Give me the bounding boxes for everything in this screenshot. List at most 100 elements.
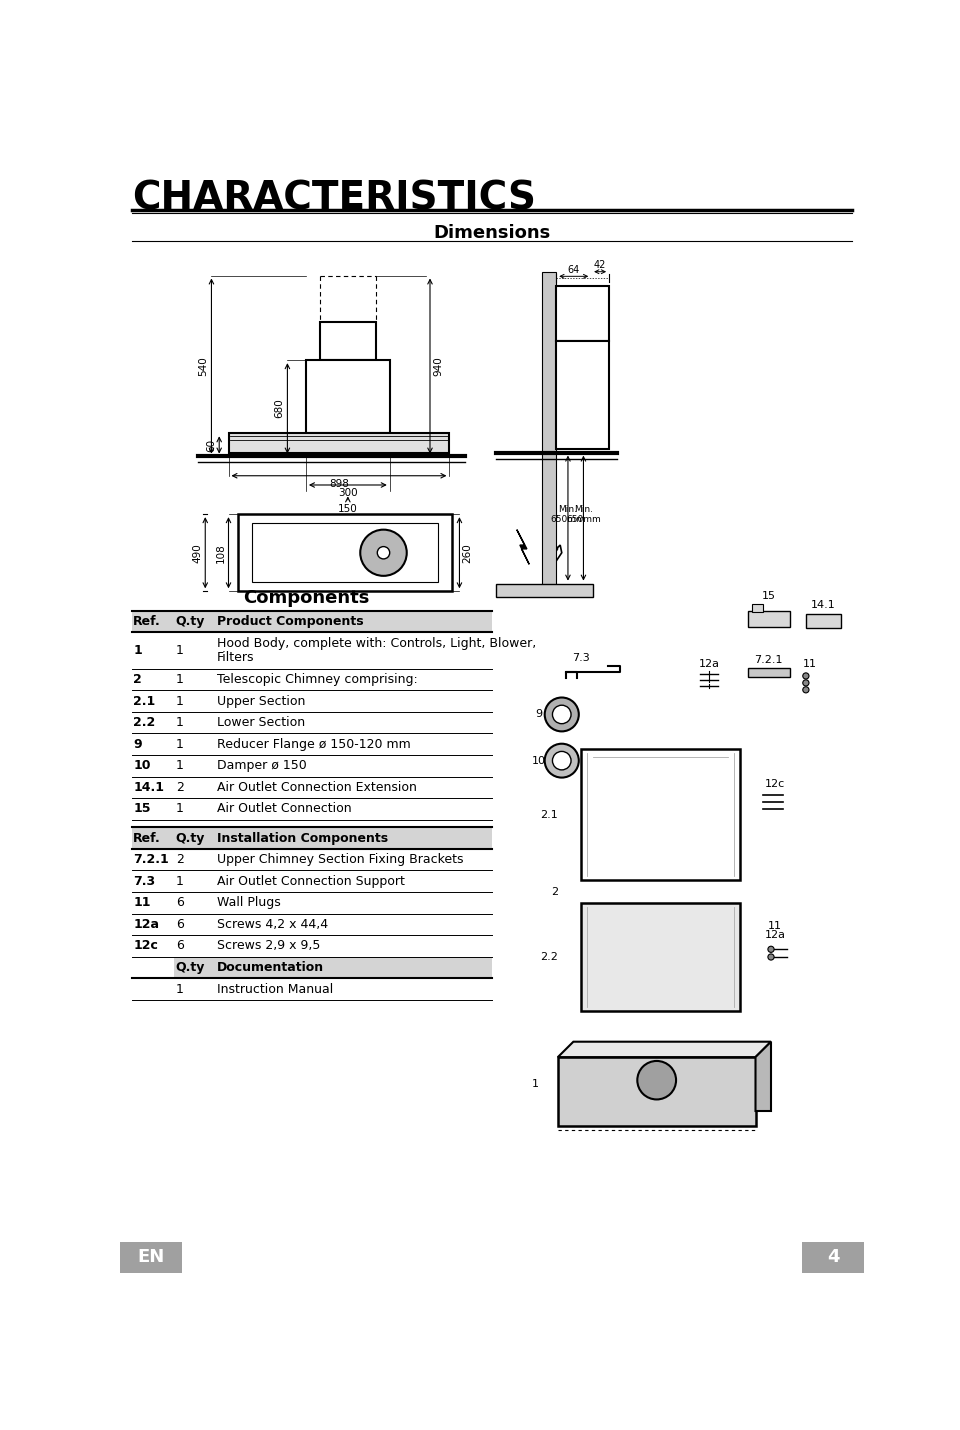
Text: 2: 2	[133, 674, 142, 686]
Text: 680: 680	[275, 399, 284, 418]
Bar	[581, 904, 740, 1011]
Bar	[306, 360, 390, 433]
Text: 2: 2	[551, 887, 558, 897]
Polygon shape	[756, 1041, 771, 1111]
Text: 1: 1	[133, 644, 142, 656]
Bar	[175, 957, 492, 978]
Circle shape	[803, 674, 809, 679]
Text: 14.1: 14.1	[810, 601, 835, 611]
Text: 300: 300	[338, 488, 358, 498]
Text: Installation Components: Installation Components	[217, 832, 388, 845]
Circle shape	[360, 529, 407, 576]
Circle shape	[544, 744, 579, 778]
Text: Documentation: Documentation	[217, 961, 324, 974]
Text: Wall Plugs: Wall Plugs	[217, 897, 280, 909]
Circle shape	[803, 679, 809, 686]
Text: 12c: 12c	[133, 940, 158, 952]
Text: 7.3: 7.3	[133, 875, 156, 888]
Text: 12a: 12a	[699, 659, 719, 669]
Text: 10: 10	[133, 759, 151, 772]
Bar	[320, 322, 375, 360]
Text: 1: 1	[176, 982, 183, 995]
Circle shape	[552, 705, 571, 724]
Bar	[557, 286, 609, 340]
Text: Filters: Filters	[217, 651, 254, 664]
Text: 2.1: 2.1	[133, 695, 156, 708]
Text: Hood Body, complete with: Controls, Light, Blower,: Hood Body, complete with: Controls, Ligh…	[217, 636, 536, 651]
Circle shape	[552, 751, 571, 769]
Text: 1: 1	[176, 695, 183, 708]
Bar	[558, 1057, 756, 1127]
Bar	[252, 523, 438, 582]
Text: Upper Section: Upper Section	[217, 695, 305, 708]
Text: 1: 1	[176, 738, 183, 751]
Text: 7.2.1: 7.2.1	[755, 655, 783, 665]
Text: 11: 11	[803, 659, 817, 669]
Text: 490: 490	[192, 543, 203, 562]
Text: 2.2: 2.2	[133, 716, 156, 729]
Text: 4: 4	[827, 1248, 839, 1267]
Text: Min.
650mm: Min. 650mm	[551, 505, 586, 523]
Bar	[805, 615, 841, 628]
Text: Min.
650mm: Min. 650mm	[566, 505, 601, 523]
Bar	[752, 605, 763, 612]
Text: Q.ty: Q.ty	[176, 961, 205, 974]
Text: 9: 9	[133, 738, 142, 751]
Text: Q.ty: Q.ty	[176, 615, 205, 628]
Text: 2: 2	[176, 854, 183, 867]
Circle shape	[637, 1061, 676, 1100]
Text: 14.1: 14.1	[133, 781, 164, 794]
Text: 15: 15	[133, 802, 151, 815]
Text: 9: 9	[535, 709, 542, 719]
Polygon shape	[516, 529, 529, 565]
Text: Dimensions: Dimensions	[433, 225, 551, 242]
Text: EN: EN	[137, 1248, 164, 1267]
Text: 2.2: 2.2	[540, 952, 558, 962]
Bar	[238, 515, 452, 591]
Text: Damper ø 150: Damper ø 150	[217, 759, 306, 772]
Bar	[496, 583, 592, 598]
Text: Components: Components	[243, 589, 370, 606]
Text: 540: 540	[199, 356, 208, 376]
Text: 260: 260	[463, 543, 472, 562]
Text: 64: 64	[567, 265, 580, 275]
Text: 2: 2	[176, 781, 183, 794]
Bar	[228, 433, 449, 453]
Text: 898: 898	[329, 479, 348, 489]
Text: Air Outlet Connection Extension: Air Outlet Connection Extension	[217, 781, 417, 794]
Text: Lower Section: Lower Section	[217, 716, 305, 729]
Text: 11: 11	[768, 921, 781, 931]
Bar	[132, 611, 492, 632]
Text: 1: 1	[176, 674, 183, 686]
Text: CHARACTERISTICS: CHARACTERISTICS	[132, 179, 536, 217]
Bar	[542, 272, 557, 591]
Bar	[748, 611, 790, 628]
Text: 6: 6	[176, 897, 183, 909]
Text: 7.3: 7.3	[572, 654, 590, 664]
Circle shape	[768, 954, 774, 960]
Text: Product Components: Product Components	[217, 615, 364, 628]
Text: 1: 1	[176, 716, 183, 729]
Bar	[581, 749, 740, 879]
Text: Instruction Manual: Instruction Manual	[217, 982, 333, 995]
Text: Upper Chimney Section Fixing Brackets: Upper Chimney Section Fixing Brackets	[217, 854, 464, 867]
Text: 1: 1	[532, 1080, 539, 1090]
Text: Telescopic Chimney comprising:: Telescopic Chimney comprising:	[217, 674, 418, 686]
Text: 1: 1	[176, 644, 183, 656]
Text: 12a: 12a	[764, 931, 785, 941]
Bar	[748, 668, 790, 678]
Text: Ref.: Ref.	[133, 615, 161, 628]
Circle shape	[377, 546, 390, 559]
Circle shape	[803, 686, 809, 694]
Text: Ref.: Ref.	[133, 832, 161, 845]
Bar	[120, 1241, 182, 1273]
Text: Q.ty: Q.ty	[176, 832, 205, 845]
Text: 940: 940	[433, 356, 444, 376]
Text: 11: 11	[133, 897, 151, 909]
Bar	[557, 340, 609, 449]
Text: 1: 1	[176, 802, 183, 815]
Text: Screws 2,9 x 9,5: Screws 2,9 x 9,5	[217, 940, 321, 952]
Bar	[802, 1241, 864, 1273]
Text: 10: 10	[532, 755, 545, 765]
Text: 1: 1	[176, 875, 183, 888]
